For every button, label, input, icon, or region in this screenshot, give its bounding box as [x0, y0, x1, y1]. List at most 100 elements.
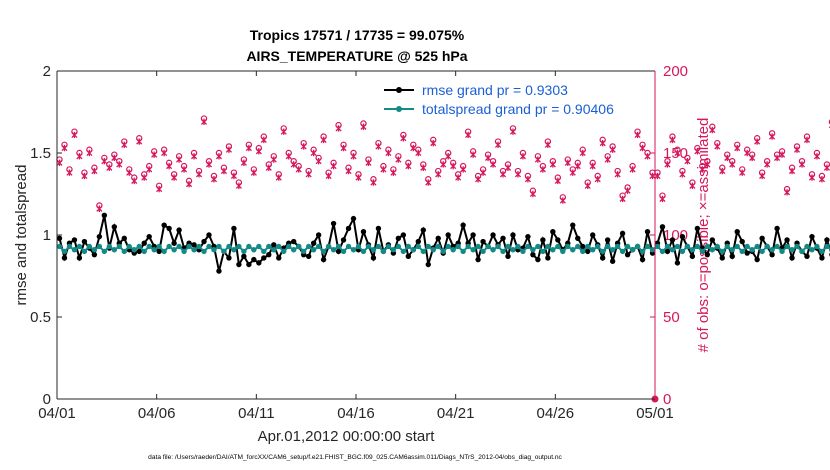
obs-assimilated-point [285, 153, 292, 160]
totalspread-point [799, 248, 805, 255]
x-axis-label: Apr.01,2012 00:00:00 start [258, 428, 436, 445]
rmse-point [709, 237, 716, 243]
rmse-point [604, 237, 611, 243]
totalspread-point [136, 243, 142, 250]
obs-assimilated-point [176, 156, 183, 163]
rmse-point [291, 238, 297, 245]
rmse-point [500, 235, 506, 241]
totalspread-point [365, 243, 372, 250]
obs-assimilated-point [230, 172, 237, 180]
totalspread-point [201, 248, 207, 255]
totalspread-point [106, 243, 113, 250]
obs-assimilated-point [764, 161, 771, 168]
rmse-point [824, 237, 830, 243]
y2-axis-label: # of obs: o=possible; ×=assimilated [695, 118, 712, 353]
rmse-point [256, 260, 262, 266]
totalspread-point [560, 248, 566, 255]
obs-assimilated-point [360, 123, 367, 130]
obs-assimilated-point [619, 195, 626, 203]
totalspread-point [774, 243, 780, 250]
rmse-point [689, 253, 696, 260]
totalspread-point [56, 243, 63, 250]
rmse-point [315, 232, 322, 238]
totalspread-point [295, 243, 302, 250]
rmse-point [774, 225, 780, 232]
totalspread-point [345, 243, 352, 250]
obs-assimilated-point [245, 144, 252, 152]
rmse-point [704, 251, 711, 258]
obs-assimilated-point [644, 153, 651, 160]
obs-assimilated-point [200, 118, 208, 126]
obs-assimilated-point [250, 169, 257, 176]
obs-assimilated-point [699, 166, 706, 173]
rmse-point [470, 232, 476, 238]
rmse-point [460, 222, 466, 228]
obs-assimilated-point [639, 144, 646, 152]
obs-assimilated-point [126, 169, 133, 176]
rmse-point [56, 235, 63, 241]
obs-assimilated-point [385, 149, 392, 157]
totalspread-point [181, 248, 187, 255]
rmse-point [609, 258, 616, 264]
totalspread-point [440, 248, 446, 255]
y-tick-label: 0.5 [30, 309, 51, 326]
rmse-point [804, 253, 810, 260]
obs-assimilated-point [81, 172, 88, 180]
obs-assimilated-point [305, 171, 312, 178]
obs-assimilated-point [455, 174, 462, 181]
totalspread-point [300, 248, 307, 255]
totalspread-point [694, 243, 701, 250]
totalspread-point [91, 247, 98, 253]
legend-item: totalspread grand pr = 0.90406 [384, 101, 614, 117]
rmse-point [490, 232, 496, 238]
obs-assimilated-point [614, 171, 621, 178]
obs-assimilated-point [823, 164, 830, 171]
totalspread-point [315, 243, 322, 250]
obs-assimilated-point [774, 154, 781, 162]
x-tick-label: 04/21 [437, 405, 475, 422]
rmse-point [644, 229, 651, 235]
obs-assimilated-point [345, 167, 352, 175]
totalspread-point [320, 248, 327, 255]
totalspread-point [570, 247, 576, 253]
obs-assimilated-point [400, 135, 407, 142]
totalspread-point [659, 248, 666, 255]
totalspread-point [141, 248, 147, 255]
obs-assimilated-point [559, 197, 566, 204]
totalspread-point [575, 243, 581, 250]
totalspread-point [779, 248, 785, 255]
obs-assimilated-point [519, 153, 527, 160]
obs-assimilated-point [450, 162, 457, 170]
obs-assimilated-point [549, 161, 556, 168]
obs-assimilated-point [684, 158, 691, 165]
totalspread-point [171, 247, 177, 253]
rmse-point [734, 229, 740, 235]
totalspread-point [634, 243, 641, 250]
rmse-point [505, 253, 511, 260]
obs-assimilated-point [484, 154, 492, 162]
obs-assimilated-point [783, 189, 791, 196]
obs-assimilated-point [136, 138, 143, 145]
totalspread-point [664, 243, 671, 250]
totalspread-point [325, 243, 332, 250]
totalspread-point [540, 248, 546, 255]
obs-assimilated-point [769, 133, 776, 140]
totalspread-point [480, 248, 486, 255]
obs-assimilated-point [724, 154, 731, 162]
obs-assimilated-point [704, 161, 711, 168]
rmse-point [101, 212, 108, 219]
totalspread-point [186, 243, 192, 250]
chart-title: Tropics 17571 / 17735 = 99.075% [250, 27, 465, 43]
y2-tick-label: 150 [663, 145, 688, 162]
totalspread-point [644, 243, 651, 250]
rmse-point [475, 256, 481, 263]
obs-assimilated-point [240, 159, 247, 167]
rmse-point [744, 250, 750, 256]
rmse-point [261, 255, 267, 261]
obs-assimilated-point [151, 151, 158, 158]
obs-assimilated-point [380, 166, 387, 173]
rmse-point [599, 255, 606, 261]
rmse-point [360, 229, 367, 235]
totalspread-point [71, 247, 78, 253]
obs-assimilated-point [425, 179, 432, 186]
